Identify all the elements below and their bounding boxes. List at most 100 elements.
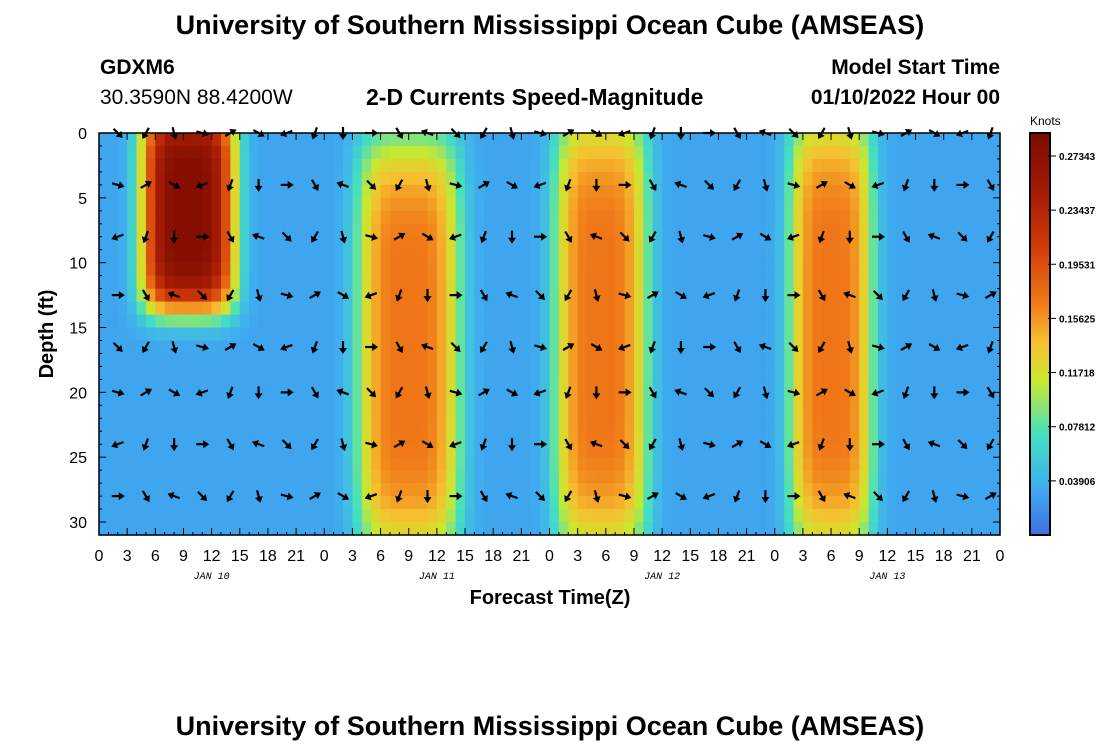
heat-cell bbox=[709, 496, 720, 510]
heat-cell bbox=[605, 366, 616, 380]
heat-cell bbox=[981, 522, 992, 536]
heat-cell bbox=[136, 470, 147, 484]
current-vector bbox=[984, 291, 997, 300]
heat-cell bbox=[540, 392, 551, 406]
heat-cell bbox=[267, 418, 278, 432]
current-vector bbox=[986, 438, 995, 451]
heat-cell bbox=[117, 236, 128, 251]
heat-cell bbox=[211, 418, 222, 432]
heat-cell bbox=[924, 184, 935, 199]
heat-cell bbox=[155, 405, 166, 419]
x-tick-label: 15 bbox=[231, 548, 249, 565]
heat-cell bbox=[418, 327, 429, 342]
heat-cell bbox=[136, 327, 147, 342]
heat-cell bbox=[549, 392, 560, 406]
heat-cell bbox=[371, 418, 382, 432]
heat-cell bbox=[934, 262, 945, 277]
heat-cell bbox=[230, 418, 241, 432]
heat-cell bbox=[465, 262, 476, 277]
heat-cell bbox=[333, 340, 344, 355]
heat-cell bbox=[296, 418, 307, 432]
heat-cell bbox=[530, 496, 541, 510]
current-vector bbox=[337, 291, 350, 300]
heat-cell bbox=[361, 522, 372, 536]
heat-cell bbox=[399, 340, 410, 355]
heat-cell bbox=[596, 392, 607, 406]
heat-cell bbox=[502, 327, 513, 342]
heat-cell bbox=[192, 392, 203, 406]
heat-cell bbox=[868, 275, 879, 290]
heat-cell bbox=[239, 288, 250, 303]
heat-cell bbox=[577, 184, 588, 199]
heat-cell bbox=[746, 133, 757, 147]
heat-cell bbox=[802, 444, 813, 458]
heat-cell bbox=[436, 184, 447, 199]
heat-cell bbox=[784, 197, 795, 212]
heat-cell bbox=[371, 392, 382, 406]
current-vector bbox=[310, 126, 319, 140]
heat-cell bbox=[183, 288, 194, 303]
heat-cell bbox=[521, 288, 532, 303]
heat-cell bbox=[755, 210, 766, 225]
heat-cell bbox=[699, 405, 710, 419]
heat-cell bbox=[174, 210, 185, 225]
heat-cell bbox=[906, 392, 917, 406]
heat-cell bbox=[577, 275, 588, 290]
heat-cell bbox=[202, 327, 213, 342]
heat-cell bbox=[174, 327, 185, 342]
heat-cell bbox=[831, 483, 842, 497]
colorbar-ticks: 0.273430.234370.195310.156250.117180.078… bbox=[1048, 152, 1096, 488]
heat-cell bbox=[662, 301, 673, 316]
heat-cell bbox=[906, 353, 917, 368]
heat-cell bbox=[455, 210, 466, 225]
x-tick-label: 9 bbox=[630, 548, 639, 565]
heat-cell bbox=[577, 496, 588, 510]
heat-cell bbox=[784, 418, 795, 432]
heat-cell bbox=[887, 171, 898, 186]
heat-cell bbox=[868, 444, 879, 458]
heat-cell bbox=[774, 197, 785, 212]
heat-cell bbox=[418, 262, 429, 277]
heat-cell bbox=[502, 496, 513, 510]
heat-cell bbox=[849, 301, 860, 316]
heat-cell bbox=[380, 133, 391, 147]
heat-cell bbox=[465, 340, 476, 355]
heat-cell bbox=[343, 133, 354, 147]
heat-cell bbox=[953, 457, 964, 471]
heat-cell bbox=[380, 379, 391, 393]
heat-cell bbox=[408, 327, 419, 342]
heat-cell bbox=[906, 470, 917, 484]
heat-cell bbox=[99, 405, 109, 419]
heat-cell bbox=[211, 171, 222, 186]
heat-cell bbox=[624, 275, 635, 290]
heat-cell bbox=[718, 236, 729, 251]
heat-cell bbox=[709, 314, 720, 329]
heat-cell bbox=[164, 418, 175, 432]
current-vector bbox=[675, 291, 687, 300]
heat-cell bbox=[99, 133, 109, 147]
heat-cell bbox=[540, 496, 551, 510]
heat-cell bbox=[680, 483, 691, 497]
heat-cell bbox=[483, 262, 494, 277]
heat-cell bbox=[465, 353, 476, 368]
current-vector bbox=[336, 180, 350, 189]
heat-cell bbox=[971, 366, 982, 380]
heat-cell bbox=[324, 158, 335, 173]
current-vector bbox=[564, 438, 573, 451]
heat-cell bbox=[380, 223, 391, 238]
heat-cell bbox=[324, 444, 335, 458]
heat-cell bbox=[333, 184, 344, 199]
heat-cell bbox=[915, 392, 926, 406]
heat-cell bbox=[624, 418, 635, 432]
heat-cell bbox=[633, 340, 644, 355]
heat-cell bbox=[868, 418, 879, 432]
heat-cell bbox=[221, 340, 231, 355]
day-label: JAN 13 bbox=[869, 572, 905, 583]
heat-cell bbox=[633, 301, 644, 316]
heat-cell bbox=[784, 431, 795, 445]
heat-cell bbox=[296, 249, 307, 264]
heat-cell bbox=[399, 288, 410, 303]
heat-cell bbox=[746, 496, 757, 510]
heat-cell bbox=[849, 496, 860, 510]
heat-cell bbox=[427, 379, 438, 393]
